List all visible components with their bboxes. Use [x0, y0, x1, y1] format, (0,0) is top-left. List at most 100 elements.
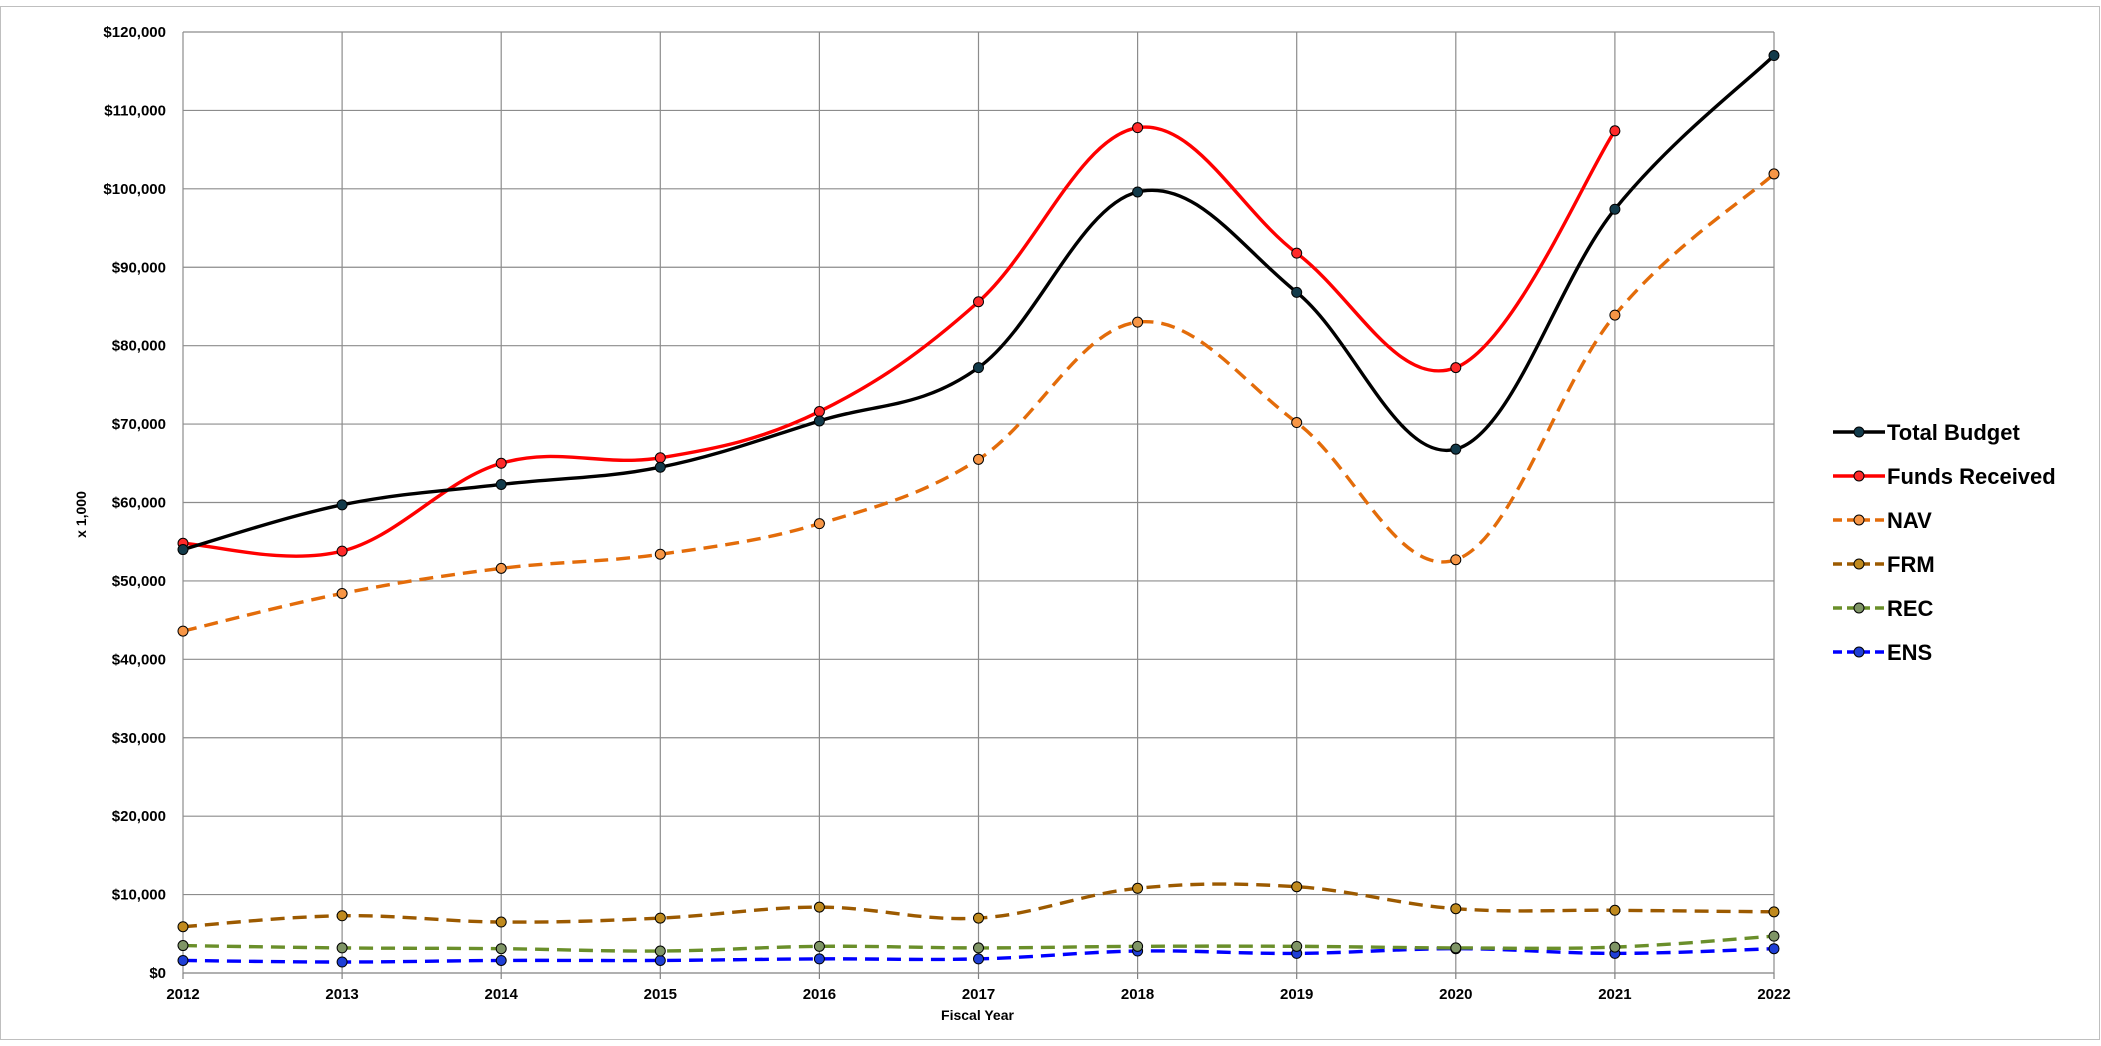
data-point-frm: [1291, 881, 1303, 893]
data-point-nav: [336, 587, 348, 599]
data-point-nav: [1291, 417, 1303, 429]
series-nav: [177, 168, 1780, 637]
data-point-frm: [336, 910, 348, 922]
data-point-total-budget: [1132, 186, 1144, 198]
data-point-nav: [495, 562, 507, 574]
tick-label-layer: $0 $10,000 $20,000 $30,000 $40,000 $50,000 $60…: [103, 24, 1790, 1003]
data-point-funds-received: [654, 452, 666, 464]
data-point-frm: [973, 912, 984, 924]
data-point-frm: [654, 912, 666, 924]
series-total-budget: [177, 50, 1780, 556]
y-tick-label: $70,000: [112, 416, 166, 433]
x-tick-label: 2021: [1598, 986, 1631, 1003]
legend-item-frm: FRM: [1833, 552, 1935, 577]
data-point-frm: [177, 921, 189, 933]
data-point-funds-received: [1609, 125, 1621, 137]
legend-label: Total Budget: [1887, 420, 2020, 445]
x-tick-label: 2019: [1280, 986, 1313, 1003]
data-point-total-budget: [495, 478, 507, 490]
data-point-nav: [654, 548, 666, 560]
legend-label: ENS: [1887, 640, 1932, 665]
legend-item-ens: ENS: [1833, 640, 1932, 665]
data-point-total-budget: [813, 415, 825, 427]
data-point-ens: [336, 956, 348, 968]
y-tick-label: $0: [149, 965, 166, 982]
data-point-ens: [495, 954, 507, 966]
y-tick-label: $90,000: [112, 259, 166, 276]
y-tick-label: $80,000: [112, 338, 166, 355]
y-tick-label: $60,000: [112, 495, 166, 512]
y-tick-label: $30,000: [112, 730, 166, 747]
chart-border: [0, 6, 2100, 1040]
data-point-nav: [1132, 316, 1144, 328]
legend-swatch-marker: [1853, 558, 1865, 570]
x-tick-label: 2012: [166, 986, 199, 1003]
data-point-funds-received: [1450, 362, 1462, 374]
x-tick-label: 2015: [644, 986, 677, 1003]
series-frm: [177, 881, 1780, 933]
data-point-funds-received: [1291, 247, 1303, 259]
data-point-ens: [973, 953, 984, 965]
y-tick-label: $110,000: [104, 102, 166, 119]
data-point-total-budget: [1609, 203, 1621, 215]
legend-label: Funds Received: [1887, 464, 2056, 489]
data-point-ens: [177, 954, 189, 966]
data-point-total-budget: [336, 499, 348, 511]
x-tick-label: 2020: [1439, 986, 1472, 1003]
data-point-nav: [973, 453, 984, 465]
data-point-frm: [1450, 903, 1462, 915]
data-point-total-budget: [654, 461, 666, 473]
data-point-frm: [1768, 906, 1780, 918]
x-tick-label: 2016: [803, 986, 836, 1003]
data-point-funds-received: [336, 545, 348, 557]
legend-item-nav: NAV: [1833, 508, 1932, 533]
x-tick-label: 2013: [325, 986, 358, 1003]
y-tick-label: $10,000: [112, 887, 166, 904]
data-point-total-budget: [1291, 286, 1303, 298]
data-point-ens: [813, 953, 825, 965]
data-point-nav: [1609, 309, 1621, 321]
data-point-total-budget: [973, 362, 984, 374]
data-point-rec: [1132, 940, 1144, 952]
series-rec: [177, 930, 1780, 957]
y-tick-label: $50,000: [112, 573, 166, 590]
legend-swatch-marker: [1853, 646, 1865, 658]
grid-layer: [182, 31, 1775, 979]
x-tick-label: 2017: [962, 986, 995, 1003]
data-point-rec: [495, 943, 507, 955]
x-tick-label: 2014: [485, 986, 519, 1003]
data-point-nav: [1768, 168, 1780, 180]
data-point-rec: [973, 942, 984, 954]
y-tick-label: $120,000: [103, 24, 166, 41]
legend-label: REC: [1887, 596, 1934, 621]
y-tick-label: $20,000: [112, 808, 166, 825]
data-point-frm: [495, 916, 507, 928]
data-point-rec: [1609, 941, 1621, 953]
data-point-nav: [1450, 554, 1462, 566]
legend-swatch-marker: [1853, 602, 1865, 614]
legend-swatch-marker: [1853, 470, 1865, 482]
x-tick-label: 2022: [1757, 986, 1790, 1003]
data-point-frm: [813, 901, 825, 913]
data-point-rec: [1768, 930, 1780, 942]
data-point-funds-received: [495, 457, 507, 469]
x-axis-title: Fiscal Year: [941, 1007, 1014, 1023]
data-point-rec: [813, 940, 825, 952]
data-point-funds-received: [813, 406, 825, 418]
data-point-nav: [177, 625, 189, 637]
data-point-total-budget: [1450, 443, 1462, 455]
data-point-funds-received: [1132, 122, 1144, 134]
legend: Total Budget Funds Received NAV FRM REC ENS: [1833, 420, 2056, 665]
data-point-frm: [1132, 882, 1144, 894]
y-tick-label: $40,000: [112, 651, 166, 668]
series-line-total-budget: [182, 54, 1776, 552]
series-line-nav: [182, 172, 1776, 633]
legend-label: FRM: [1887, 552, 1935, 577]
y-tick-label: $100,000: [103, 181, 166, 198]
data-point-total-budget: [1768, 50, 1780, 62]
data-point-rec: [336, 942, 348, 954]
legend-swatch-marker: [1853, 514, 1865, 526]
legend-item-total-budget: Total Budget: [1833, 420, 2020, 445]
data-point-rec: [1291, 940, 1303, 952]
